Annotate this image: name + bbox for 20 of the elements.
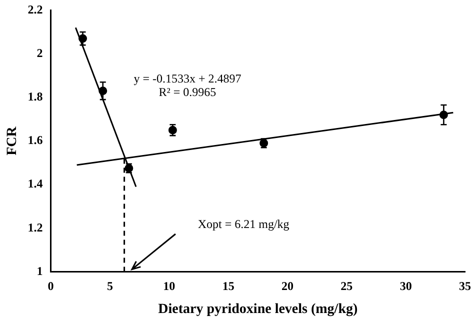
y-tick-label: 1.2 bbox=[28, 220, 43, 234]
annotation: y = -0.1533x + 2.4897 bbox=[134, 72, 242, 86]
x-tick-label: 0 bbox=[48, 279, 54, 294]
x-tick-label: 15 bbox=[222, 279, 234, 294]
x-tick-label: 25 bbox=[340, 279, 353, 294]
y-tick-label: 1.4 bbox=[28, 176, 43, 191]
x-axis-title: Dietary pyridoxine levels (mg/kg) bbox=[158, 302, 358, 318]
x-tick-label: 35 bbox=[459, 279, 471, 294]
y-tick-label: 2 bbox=[36, 46, 43, 60]
annotation: Xopt = 6.21 mg/kg bbox=[198, 216, 290, 231]
y-tick-label: 1.6 bbox=[28, 133, 43, 148]
y-tick-label: 1.8 bbox=[28, 89, 43, 104]
x-tick-label: 10 bbox=[163, 279, 176, 294]
annotation: R² = 0.9965 bbox=[158, 84, 216, 99]
x-tick-label: 30 bbox=[400, 279, 412, 294]
y-tick-label: 1 bbox=[36, 264, 43, 278]
y-tick-label: 2.2 bbox=[28, 2, 43, 16]
x-tick-label: 5 bbox=[106, 279, 113, 294]
x-tick-label: 20 bbox=[281, 279, 294, 294]
y-axis-title: FCR bbox=[5, 126, 20, 156]
